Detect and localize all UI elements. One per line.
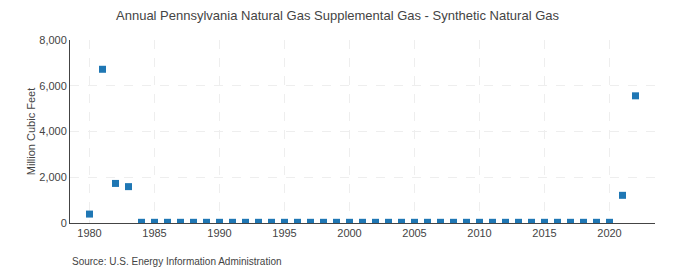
svg-text:Annual Pennsylvania Natural Ga: Annual Pennsylvania Natural Gas Suppleme…: [116, 8, 559, 23]
svg-text:1985: 1985: [142, 227, 166, 239]
svg-text:1995: 1995: [272, 227, 296, 239]
svg-text:2005: 2005: [402, 227, 426, 239]
svg-text:4,000: 4,000: [39, 125, 67, 137]
svg-text:Source: U.S. Energy Informatio: Source: U.S. Energy Information Administ…: [72, 256, 282, 267]
svg-text:6,000: 6,000: [39, 80, 67, 92]
svg-text:2000: 2000: [337, 227, 361, 239]
svg-text:0: 0: [61, 217, 67, 229]
svg-text:2010: 2010: [467, 227, 491, 239]
svg-text:1980: 1980: [77, 227, 101, 239]
svg-text:2020: 2020: [597, 227, 621, 239]
svg-text:8,000: 8,000: [39, 34, 67, 46]
svg-text:Million Cubic Feet: Million Cubic Feet: [25, 88, 37, 175]
svg-text:2015: 2015: [532, 227, 556, 239]
svg-text:2,000: 2,000: [39, 171, 67, 183]
svg-text:1990: 1990: [207, 227, 231, 239]
